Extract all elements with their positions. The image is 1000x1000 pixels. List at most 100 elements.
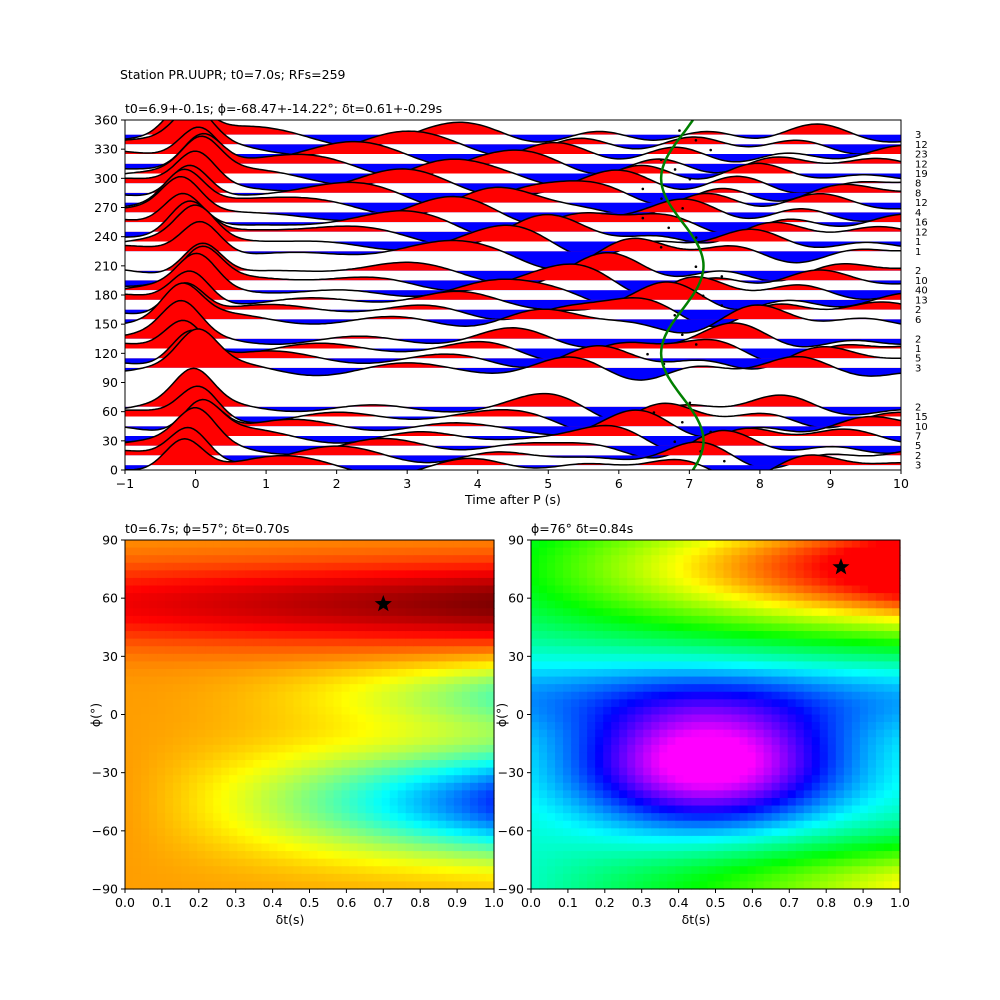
heat-cell: [413, 782, 423, 791]
heat-cell: [859, 547, 869, 556]
heat-cell: [309, 729, 319, 738]
heat-cell: [301, 668, 311, 678]
x-tick-label: 0.6: [336, 895, 356, 910]
heat-cell: [389, 775, 399, 784]
heat-cell: [771, 540, 781, 549]
heat-cell: [699, 835, 709, 845]
heat-cell: [843, 813, 853, 822]
heat-cell: [699, 866, 709, 875]
heat-cell: [277, 843, 287, 852]
trace-count-label: 12: [915, 227, 928, 238]
heat-cell: [485, 540, 495, 549]
heat-cell: [651, 570, 660, 579]
heat-cell: [787, 593, 797, 602]
heat-cell: [349, 653, 359, 662]
trace-negative-fill: [130, 270, 813, 286]
heat-cell: [413, 646, 423, 655]
heat-cell: [237, 775, 246, 784]
heat-cell: [429, 646, 439, 655]
heat-cell: [349, 638, 359, 647]
heat-cell: [771, 555, 781, 564]
heat-cell: [603, 866, 612, 875]
heat-cell: [133, 547, 142, 556]
heat-cell: [675, 555, 685, 564]
heat-cell: [205, 653, 214, 662]
heat-cell: [587, 767, 596, 776]
heat-cell: [739, 691, 749, 700]
heat-cell: [603, 631, 612, 640]
heat-cell: [547, 676, 556, 685]
heat-cell: [165, 555, 174, 564]
heat-cell: [189, 646, 198, 655]
heat-cell: [197, 585, 206, 594]
heat-cell: [173, 631, 182, 640]
heat-cell: [453, 638, 463, 647]
heat-cell: [867, 638, 877, 647]
heat-cell: [309, 797, 319, 807]
heat-cell: [731, 737, 741, 746]
heat-cell: [731, 555, 741, 564]
heat-cell: [659, 570, 668, 579]
heat-cell: [835, 615, 845, 625]
heat-cell: [691, 873, 701, 883]
heat-cell: [293, 843, 303, 852]
heat-cell: [413, 805, 423, 814]
heat-cell: [157, 577, 166, 587]
heat-cell: [181, 737, 190, 746]
heat-cell: [883, 835, 893, 845]
heat-cell: [883, 676, 893, 685]
heat-cell: [891, 593, 901, 602]
heat-cell: [317, 805, 327, 814]
heat-cell: [485, 858, 495, 867]
heat-cell: [571, 797, 580, 807]
heat-cell: [245, 638, 254, 647]
heat-cell: [675, 577, 685, 587]
heat-cell: [539, 858, 548, 867]
heat-cell: [349, 858, 359, 867]
heat-cell: [461, 760, 471, 769]
heat-cell: [405, 699, 415, 708]
heat-cell: [595, 782, 604, 791]
heat-cell: [141, 661, 150, 670]
heat-cell: [675, 805, 685, 814]
heat-cell: [659, 843, 668, 852]
heat-cell: [189, 653, 198, 662]
heat-cell: [547, 706, 556, 716]
heat-cell: [341, 752, 351, 761]
heat-cell: [771, 615, 781, 625]
heat-cell: [229, 744, 238, 754]
heat-cell: [269, 820, 279, 829]
heat-cell: [619, 775, 628, 784]
heat-cell: [851, 873, 861, 883]
heat-cell: [867, 608, 877, 617]
heat-cell: [269, 744, 279, 754]
heat-cell: [827, 820, 837, 829]
heat-cell: [453, 555, 463, 564]
heat-cell: [843, 797, 853, 807]
heat-cell: [253, 608, 262, 617]
heat-cell: [381, 684, 391, 693]
heat-cell: [461, 699, 471, 708]
heat-cell: [723, 555, 733, 564]
heat-cell: [603, 623, 612, 632]
heat-cell: [651, 722, 660, 731]
heat-cell: [619, 873, 628, 883]
heat-cell: [611, 661, 620, 670]
y-tick-label: 90: [508, 533, 524, 548]
heat-cell: [477, 858, 487, 867]
heat-cell: [381, 638, 391, 647]
heat-cell: [739, 835, 749, 845]
heat-cell: [157, 540, 166, 549]
heat-cell: [317, 729, 327, 738]
heat-cell: [157, 547, 166, 556]
heat-cell: [485, 668, 495, 678]
heat-cell: [755, 570, 765, 579]
heat-cell: [141, 646, 150, 655]
trace-negative-fill: [240, 445, 901, 458]
heat-cell: [595, 797, 604, 807]
heat-cell: [547, 805, 556, 814]
heat-cell: [437, 555, 447, 564]
heat-cell: [389, 790, 399, 799]
heat-cell: [325, 668, 335, 678]
heat-cell: [619, 714, 628, 723]
